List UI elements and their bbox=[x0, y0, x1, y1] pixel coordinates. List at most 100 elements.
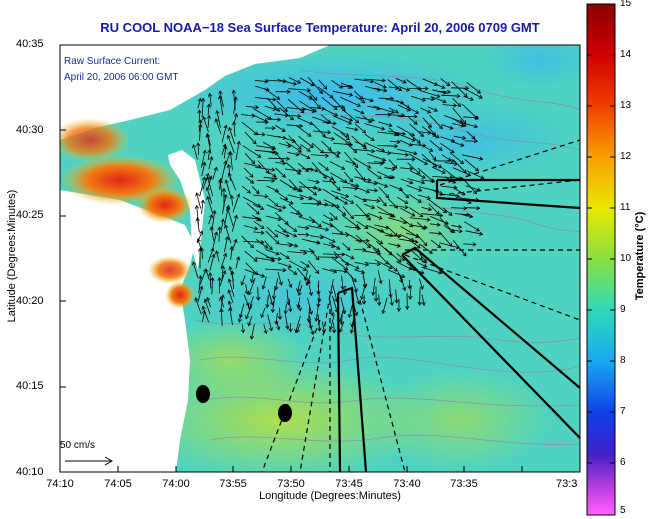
current-vector-head bbox=[308, 310, 314, 315]
current-vector-head bbox=[396, 307, 402, 312]
current-vector bbox=[301, 107, 316, 113]
y-tick-label: 40:30 bbox=[16, 124, 44, 136]
current-vector bbox=[201, 200, 204, 215]
current-vector bbox=[345, 142, 357, 153]
current-vector-head bbox=[288, 283, 293, 289]
current-vector-head bbox=[404, 200, 409, 204]
current-vector bbox=[219, 91, 224, 108]
current-vector-head bbox=[321, 133, 326, 138]
current-vector bbox=[287, 268, 297, 275]
current-vector-head bbox=[285, 255, 290, 260]
current-vector-head bbox=[428, 249, 433, 254]
current-vector-head bbox=[349, 178, 354, 183]
current-vector bbox=[248, 278, 256, 295]
current-vector-head bbox=[324, 166, 330, 171]
current-vector-head bbox=[331, 203, 336, 208]
current-vector bbox=[344, 151, 359, 168]
current-vector-head bbox=[404, 152, 409, 157]
current-vector bbox=[298, 135, 314, 148]
current-vector-head bbox=[274, 151, 279, 156]
current-vector-head bbox=[338, 84, 344, 89]
current-vector bbox=[196, 231, 203, 244]
current-vector bbox=[397, 104, 411, 112]
current-vector bbox=[287, 151, 300, 156]
current-vector-head bbox=[350, 255, 355, 260]
current-vector-head bbox=[271, 167, 276, 172]
current-vector-head bbox=[355, 265, 360, 270]
current-vector bbox=[387, 130, 406, 135]
current-vector bbox=[307, 77, 323, 94]
current-vector-head bbox=[247, 322, 252, 327]
radar-site-marker bbox=[196, 385, 210, 403]
current-vector-head bbox=[292, 186, 297, 191]
current-vector bbox=[354, 123, 366, 134]
current-vector-head bbox=[416, 244, 421, 249]
current-vector bbox=[373, 161, 385, 163]
current-vector-head bbox=[448, 211, 453, 216]
current-vector-head bbox=[240, 281, 245, 286]
current-vector bbox=[340, 196, 354, 204]
current-vector-head bbox=[421, 301, 426, 306]
current-vector-head bbox=[228, 151, 233, 156]
current-vector bbox=[341, 214, 359, 228]
current-vector bbox=[421, 154, 437, 168]
current-vector bbox=[398, 238, 418, 243]
current-vector-head bbox=[307, 132, 312, 137]
current-vector bbox=[396, 125, 415, 137]
current-vector bbox=[378, 211, 394, 217]
current-vector-head bbox=[422, 143, 427, 148]
current-vector-head bbox=[249, 244, 255, 249]
current-vector bbox=[452, 159, 467, 174]
current-vector bbox=[308, 196, 322, 204]
current-vector-head bbox=[254, 226, 259, 231]
current-vector bbox=[279, 252, 290, 259]
current-vector bbox=[344, 226, 361, 229]
current-vector bbox=[422, 117, 432, 128]
current-vector-head bbox=[388, 123, 393, 128]
current-vector bbox=[201, 150, 206, 168]
current-vector bbox=[309, 235, 324, 238]
current-vector-head bbox=[374, 188, 379, 193]
current-vector bbox=[329, 172, 348, 183]
current-vector-head bbox=[285, 233, 290, 238]
current-vector-head bbox=[460, 142, 465, 147]
current-vector-head bbox=[270, 308, 276, 314]
current-vector bbox=[266, 226, 278, 238]
current-vector-head bbox=[298, 188, 304, 193]
current-vector bbox=[229, 307, 233, 325]
current-vector bbox=[377, 131, 398, 135]
current-vector bbox=[298, 152, 310, 159]
current-vector bbox=[395, 289, 398, 303]
current-vector-head bbox=[287, 264, 293, 269]
current-vector bbox=[362, 115, 372, 123]
current-vector-head bbox=[261, 132, 266, 137]
current-vector bbox=[298, 302, 301, 312]
current-vector-head bbox=[250, 179, 255, 184]
current-vector-head bbox=[353, 311, 359, 317]
current-vector bbox=[319, 234, 336, 243]
current-vector bbox=[285, 114, 301, 117]
current-vector bbox=[452, 107, 467, 124]
current-vector bbox=[399, 139, 413, 147]
current-vector-head bbox=[196, 142, 201, 147]
current-vector-head bbox=[436, 222, 441, 227]
current-vector bbox=[264, 105, 277, 110]
current-vector-head bbox=[389, 213, 394, 218]
current-vector bbox=[419, 288, 421, 306]
current-vector-head bbox=[349, 142, 354, 147]
current-vector-head bbox=[419, 285, 424, 290]
current-vector bbox=[420, 107, 431, 114]
current-vector-head bbox=[219, 308, 224, 313]
current-vector-head bbox=[424, 86, 429, 91]
current-vector-head bbox=[475, 115, 480, 120]
current-vector-head bbox=[209, 156, 214, 161]
current-vector bbox=[242, 216, 260, 220]
current-vector-head bbox=[249, 279, 255, 284]
current-vector bbox=[429, 223, 441, 226]
current-vector bbox=[299, 77, 315, 86]
current-vector bbox=[363, 97, 374, 102]
current-vector-head bbox=[360, 110, 365, 115]
current-vector bbox=[268, 197, 279, 207]
current-vector bbox=[378, 294, 380, 306]
current-vector bbox=[440, 78, 450, 86]
